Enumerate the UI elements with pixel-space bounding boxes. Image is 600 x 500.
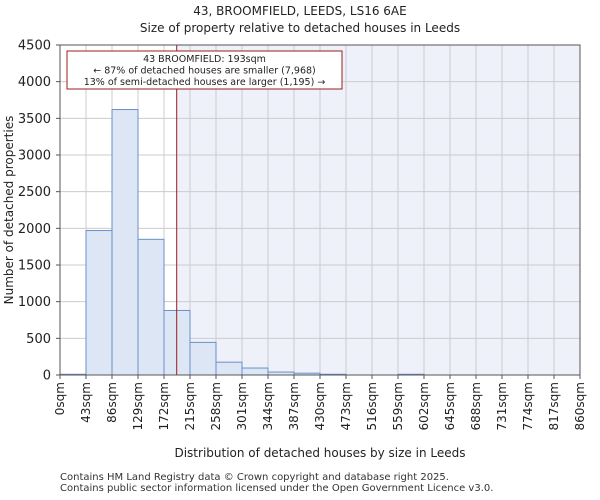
y-tick-label: 2000: [18, 222, 51, 237]
x-tick-label: 645sqm: [443, 382, 457, 430]
y-tick-label: 3000: [18, 149, 51, 164]
y-tick-label: 1000: [18, 295, 51, 310]
x-tick-label: 0sqm: [53, 382, 67, 415]
chart-subtitle: Size of property relative to detached ho…: [140, 21, 460, 35]
histogram-bar: [137, 238, 165, 376]
annotation-box-border: [66, 50, 343, 90]
x-tick-label: 344sqm: [261, 382, 275, 430]
annotation-line-3: 13% of semi-detached houses are larger (…: [84, 77, 326, 88]
footer-line-2: Contains public sector information licen…: [60, 483, 494, 494]
annotation-line-2: ← 87% of detached houses are smaller (7,…: [93, 66, 316, 77]
y-tick-label: 2500: [18, 185, 51, 200]
x-tick-label: 516sqm: [365, 382, 379, 430]
y-tick-label: 4500: [18, 39, 51, 54]
x-axis-label: Distribution of detached houses by size …: [174, 446, 465, 460]
histogram-bar: [241, 367, 269, 376]
x-tick-label: 43sqm: [79, 382, 93, 423]
x-tick-label: 301sqm: [235, 382, 249, 430]
y-tick-label: 0: [43, 369, 51, 384]
x-tick-label: 473sqm: [339, 382, 353, 430]
histogram-bar: [111, 109, 139, 376]
histogram-chart: 43, BROOMFIELD, LEEDS, LS16 6AE Size of …: [2, 4, 587, 460]
y-tick-label: 1500: [18, 259, 51, 274]
y-tick-label: 4000: [18, 75, 51, 90]
y-tick-label: 500: [26, 332, 51, 347]
x-tick-label: 559sqm: [391, 382, 405, 430]
annotation-line-1: 43 BROOMFIELD: 193sqm: [143, 54, 266, 65]
x-tick-label: 258sqm: [209, 382, 223, 430]
x-tick-label: 774sqm: [521, 382, 535, 430]
y-tick-label: 3500: [18, 112, 51, 127]
annotation-box: 43 BROOMFIELD: 193sqm ← 87% of detached …: [66, 50, 343, 90]
x-tick-label: 602sqm: [417, 382, 431, 430]
y-axis-label: Number of detached properties: [2, 116, 16, 305]
x-tick-label: 860sqm: [573, 382, 587, 430]
x-tick-label: 688sqm: [469, 382, 483, 430]
larger-region-shade: [176, 45, 580, 375]
x-tick-label: 731sqm: [495, 382, 509, 430]
x-tick-label: 129sqm: [131, 382, 145, 430]
footer: Contains HM Land Registry data © Crown c…: [60, 472, 493, 494]
x-tick-label: 215sqm: [183, 382, 197, 430]
x-tick-label: 387sqm: [287, 382, 301, 430]
histogram-bar: [215, 361, 243, 376]
x-tick-label: 86sqm: [105, 382, 119, 423]
x-tick-label: 172sqm: [157, 382, 171, 430]
chart-title: 43, BROOMFIELD, LEEDS, LS16 6AE: [193, 4, 406, 18]
histogram-bar: [189, 341, 217, 376]
histogram-bar: [85, 230, 113, 376]
footer-line-1: Contains HM Land Registry data © Crown c…: [60, 472, 449, 483]
x-tick-label: 817sqm: [547, 382, 561, 430]
x-tick-label: 430sqm: [313, 382, 327, 430]
